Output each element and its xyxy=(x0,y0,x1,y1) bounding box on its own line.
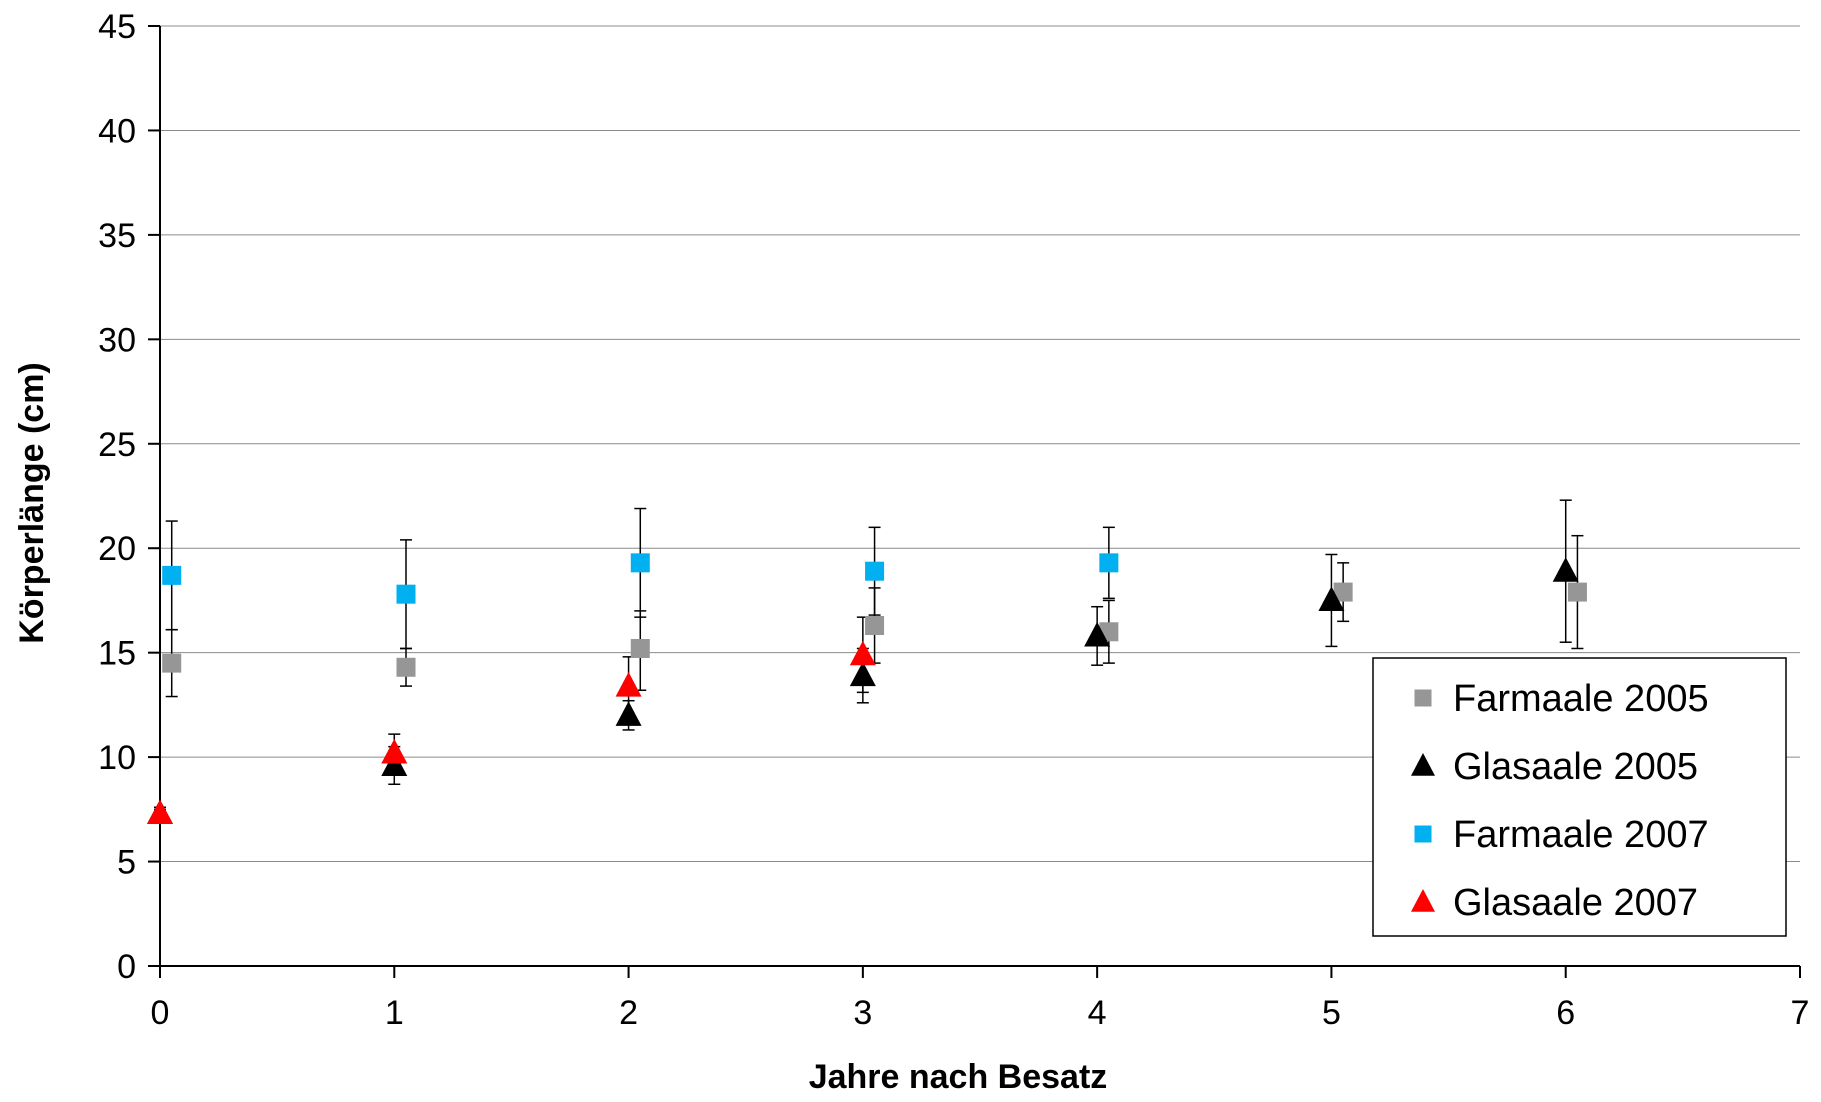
legend-marker xyxy=(1414,689,1432,707)
x-tick-labels: 0 1 2 3 4 5 6 7 xyxy=(151,994,1810,1032)
y-tick-labels: 0 5 10 15 20 25 30 35 40 45 xyxy=(98,8,136,986)
data-point xyxy=(630,638,650,658)
data-point xyxy=(1552,557,1579,582)
data-point xyxy=(396,657,416,677)
y-tick-label: 40 xyxy=(98,112,136,150)
x-tick-label: 6 xyxy=(1556,994,1575,1032)
legend-item: Glasaale 2007 xyxy=(1411,882,1698,924)
y-tick-label: 5 xyxy=(117,844,136,882)
data-point xyxy=(615,672,642,697)
y-tick-label: 0 xyxy=(117,948,136,986)
x-tick-label: 3 xyxy=(853,994,872,1032)
data-markers xyxy=(147,553,1587,825)
data-point xyxy=(1099,553,1119,573)
y-tick-label: 35 xyxy=(98,217,136,255)
data-point xyxy=(396,584,416,604)
gridlines xyxy=(160,25,1800,863)
data-point xyxy=(865,561,885,581)
legend-marker xyxy=(1411,889,1435,912)
legend-label: Farmaale 2005 xyxy=(1453,678,1709,720)
x-tick-label: 2 xyxy=(619,994,638,1032)
data-point xyxy=(162,565,182,585)
legend-label: Glasaale 2007 xyxy=(1453,882,1698,924)
legend-box xyxy=(1372,657,1787,937)
y-tick-label: 15 xyxy=(98,635,136,673)
x-tick-label: 1 xyxy=(385,994,404,1032)
data-point xyxy=(1318,586,1345,611)
x-tick-label: 4 xyxy=(1088,994,1107,1032)
y-tick-label: 25 xyxy=(98,426,136,464)
y-tick-label: 30 xyxy=(98,321,136,359)
data-point xyxy=(849,661,876,687)
y-tick-label: 10 xyxy=(98,739,136,777)
legend-item: Glasaale 2005 xyxy=(1411,746,1698,788)
x-tick-label: 0 xyxy=(151,994,170,1032)
legend-marker xyxy=(1414,825,1432,843)
legend: Farmaale 2005 Glasaale 2005 Farmaale 2007 G… xyxy=(1372,657,1787,937)
x-tick-label: 7 xyxy=(1791,994,1810,1032)
y-tick-label: 45 xyxy=(98,8,136,46)
data-point xyxy=(1567,582,1587,602)
data-point xyxy=(1084,621,1111,647)
data-point xyxy=(849,640,876,666)
legend-label: Glasaale 2005 xyxy=(1453,746,1698,788)
y-axis-title: Körperlänge (cm) xyxy=(13,362,51,644)
data-point xyxy=(381,738,408,764)
data-point xyxy=(147,799,173,825)
data-point xyxy=(381,751,408,776)
data-point xyxy=(865,616,885,636)
legend-item: Farmaale 2007 xyxy=(1414,814,1709,856)
x-tick-label: 5 xyxy=(1322,994,1341,1032)
data-point xyxy=(630,553,650,573)
data-point xyxy=(162,653,182,673)
y-tick-label: 20 xyxy=(98,530,136,568)
x-axis-title: Jahre nach Besatz xyxy=(809,1058,1108,1096)
legend-item: Farmaale 2005 xyxy=(1414,678,1709,720)
data-point xyxy=(615,701,642,726)
data-point xyxy=(1333,582,1353,602)
legend-label: Farmaale 2007 xyxy=(1453,814,1709,856)
legend-marker xyxy=(1411,753,1435,776)
